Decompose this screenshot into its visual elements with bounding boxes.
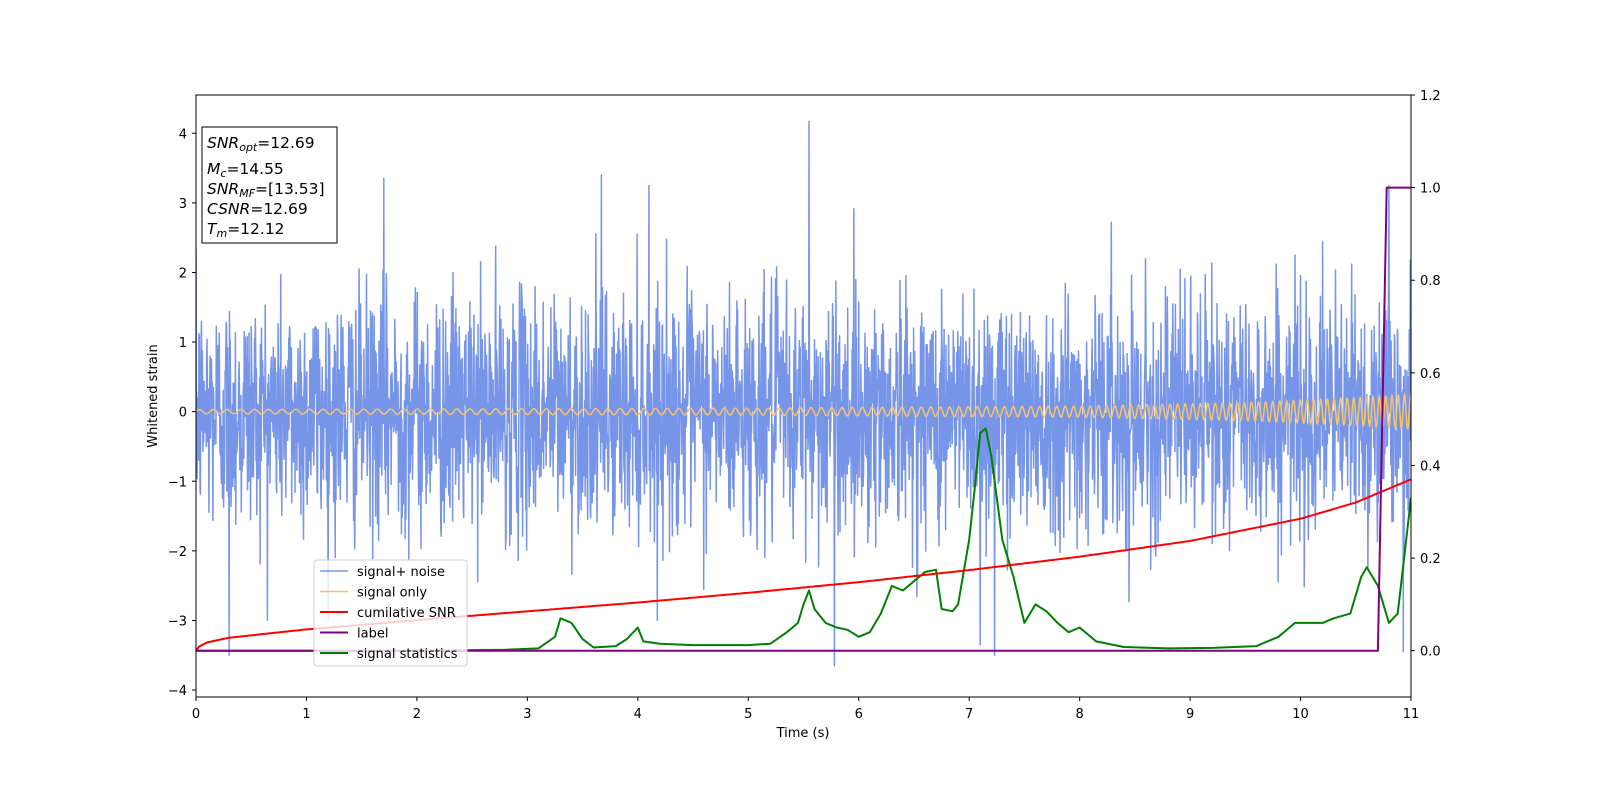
y-tick-label: −3 bbox=[168, 614, 187, 629]
x-tick-label: 6 bbox=[855, 707, 863, 722]
info-csnr: CSNR=12.69 bbox=[207, 200, 308, 218]
series-signal-only bbox=[196, 391, 1411, 431]
y-tick-label: −4 bbox=[168, 684, 187, 699]
legend-label: signal+ noise bbox=[357, 565, 445, 580]
x-axis: 0 1 2 3 4 5 6 7 8 9 10 11 bbox=[192, 697, 1419, 722]
y-tick-label: 4 bbox=[179, 127, 187, 142]
y-tick-label: −2 bbox=[168, 545, 187, 560]
legend-label: signal only bbox=[357, 586, 427, 601]
y2-tick-label: 1.0 bbox=[1420, 182, 1441, 197]
y-tick-label: 3 bbox=[179, 197, 187, 212]
y-axis-right: 0.0 0.2 0.4 0.6 0.8 1.0 1.2 bbox=[1411, 89, 1441, 660]
info-box: SNRopt=12.69 Mc=14.55 SNRMF=[13.53] CSNR… bbox=[201, 126, 338, 244]
y-axis-label: Whitened strain bbox=[146, 344, 161, 447]
info-snr-mf: SNRMF=[13.53] bbox=[207, 180, 325, 200]
legend-frame bbox=[313, 559, 468, 667]
info-box-frame bbox=[201, 126, 338, 244]
x-tick-label: 2 bbox=[413, 707, 421, 722]
y2-tick-label: 0.8 bbox=[1420, 274, 1441, 289]
x-tick-label: 8 bbox=[1075, 707, 1083, 722]
y-tick-label: 2 bbox=[179, 266, 187, 281]
y-tick-label: 1 bbox=[179, 336, 187, 351]
y-tick-label: −1 bbox=[168, 475, 187, 490]
x-tick-label: 4 bbox=[634, 707, 642, 722]
y2-tick-label: 1.2 bbox=[1420, 89, 1441, 104]
x-tick-label: 5 bbox=[744, 707, 752, 722]
plot-frame bbox=[195, 94, 1412, 698]
y2-tick-label: 0.0 bbox=[1420, 645, 1441, 660]
x-tick-label: 9 bbox=[1186, 707, 1194, 722]
legend: signal+ noise signal only cumilative SNR la… bbox=[313, 559, 468, 667]
series-signal-noise bbox=[196, 120, 1411, 667]
info-tm: Tm=12.12 bbox=[207, 220, 285, 240]
x-tick-label: 7 bbox=[965, 707, 973, 722]
legend-label: signal statistics bbox=[357, 647, 458, 662]
y2-tick-label: 0.2 bbox=[1420, 552, 1441, 567]
x-axis-label: Time (s) bbox=[776, 726, 830, 741]
y2-tick-label: 0.6 bbox=[1420, 367, 1441, 382]
x-tick-label: 1 bbox=[302, 707, 310, 722]
legend-label: label bbox=[357, 627, 388, 642]
x-tick-label: 3 bbox=[523, 707, 531, 722]
series-signal-statistics bbox=[196, 427, 1411, 652]
y-tick-label: 0 bbox=[179, 406, 187, 421]
legend-label: cumilative SNR bbox=[357, 606, 456, 621]
info-mc: Mc=14.55 bbox=[207, 160, 284, 180]
info-snr-opt: SNRopt=12.69 bbox=[207, 134, 315, 154]
x-tick-label: 11 bbox=[1403, 707, 1420, 722]
x-tick-label: 10 bbox=[1292, 707, 1309, 722]
y2-tick-label: 0.4 bbox=[1420, 459, 1441, 474]
series-label bbox=[196, 186, 1411, 652]
y-axis-left: −4 −3 −2 −1 0 1 2 3 4 bbox=[168, 127, 196, 699]
x-tick-label: 0 bbox=[192, 707, 200, 722]
